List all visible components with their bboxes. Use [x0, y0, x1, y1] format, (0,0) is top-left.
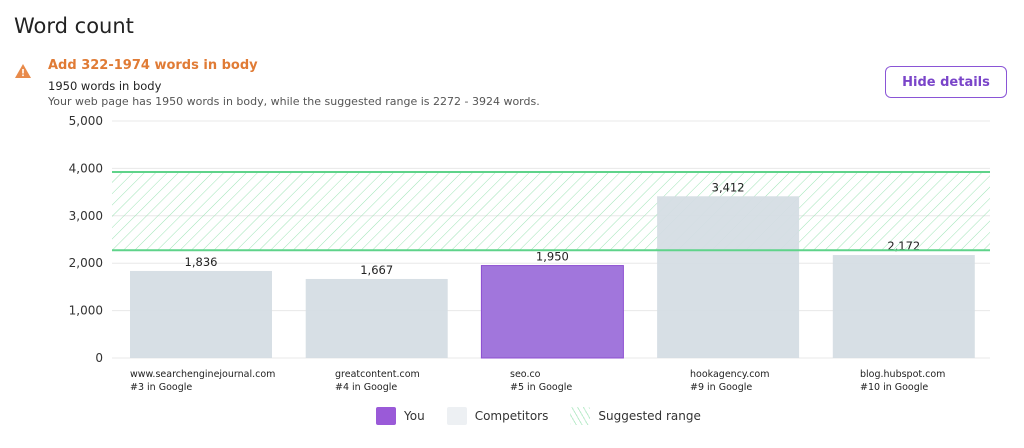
alert-subtitle: 1950 words in body	[48, 79, 162, 93]
bar	[657, 196, 800, 358]
x-rank-label: #4 in Google	[335, 382, 397, 393]
bar-value-label: 1,950	[536, 250, 569, 264]
legend-you: You	[376, 407, 425, 425]
bar-value-label: 1,836	[185, 255, 218, 269]
bar	[130, 270, 272, 358]
hide-details-button[interactable]: Hide details	[885, 66, 1007, 98]
bar	[480, 265, 624, 359]
legend-label: Suggested range	[598, 409, 701, 423]
bar	[305, 278, 448, 358]
y-tick-label: 2,000	[69, 256, 103, 270]
x-rank-label: #10 in Google	[860, 382, 928, 393]
legend-competitors: Competitors	[446, 407, 549, 425]
y-tick-label: 4,000	[69, 161, 103, 175]
suggested-range-band	[112, 172, 990, 251]
legend-label: You	[404, 409, 425, 423]
x-category-label: greatcontent.com	[335, 369, 420, 380]
alert-heading: Add 322-1974 words in body	[48, 58, 258, 73]
x-category-label: seo.co	[510, 369, 541, 380]
y-tick-label: 0	[95, 351, 103, 365]
x-category-label: www.searchenginejournal.com	[130, 369, 275, 380]
legend-label: Competitors	[474, 409, 549, 423]
alert-description: Your web page has 1950 words in body, wh…	[48, 95, 540, 108]
legend: You Competitors Suggested range	[376, 407, 723, 425]
x-rank-label: #9 in Google	[690, 382, 752, 393]
x-category-label: hookagency.com	[690, 369, 770, 380]
y-tick-label: 5,000	[69, 114, 103, 128]
x-category-label: blog.hubspot.com	[860, 369, 945, 380]
bar-value-label: 1,667	[360, 263, 393, 277]
x-rank-label: #5 in Google	[510, 382, 572, 393]
bar-value-label: 3,412	[712, 180, 745, 194]
warning-icon	[15, 64, 31, 78]
bar	[832, 255, 975, 358]
y-tick-label: 1,000	[69, 304, 103, 318]
legend-suggested-range: Suggested range	[570, 407, 701, 425]
x-rank-label: #3 in Google	[130, 382, 192, 393]
page-title: Word count	[14, 14, 134, 38]
y-tick-label: 3,000	[69, 209, 103, 223]
